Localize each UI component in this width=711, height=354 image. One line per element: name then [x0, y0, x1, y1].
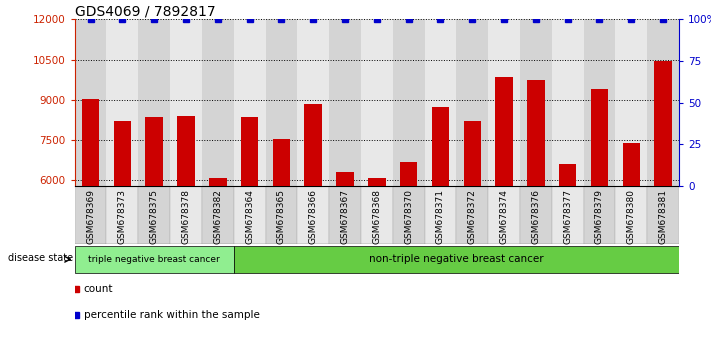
Text: percentile rank within the sample: percentile rank within the sample	[84, 310, 260, 320]
Bar	[297, 19, 329, 186]
Bar	[368, 178, 385, 342]
Bar	[488, 186, 520, 244]
Bar	[329, 186, 361, 244]
Bar	[138, 19, 170, 186]
Bar	[336, 172, 354, 342]
Text: GSM678373: GSM678373	[118, 189, 127, 244]
Bar	[202, 186, 234, 244]
Bar	[527, 80, 545, 342]
Text: GSM678364: GSM678364	[245, 189, 254, 244]
Text: GSM678375: GSM678375	[150, 189, 159, 244]
Text: GSM678379: GSM678379	[595, 189, 604, 244]
Bar	[82, 99, 100, 342]
Text: GSM678367: GSM678367	[341, 189, 350, 244]
Text: GSM678370: GSM678370	[404, 189, 413, 244]
Bar	[432, 107, 449, 342]
Bar	[392, 186, 424, 244]
Text: non-triple negative breast cancer: non-triple negative breast cancer	[369, 254, 544, 264]
Bar	[623, 143, 640, 342]
Bar	[304, 104, 322, 342]
Bar	[616, 186, 647, 244]
Text: GSM678380: GSM678380	[627, 189, 636, 244]
Text: GSM678371: GSM678371	[436, 189, 445, 244]
Bar	[234, 246, 679, 273]
Bar	[464, 121, 481, 342]
Bar	[265, 19, 297, 186]
Bar	[75, 19, 107, 186]
Text: triple negative breast cancer: triple negative breast cancer	[88, 255, 220, 264]
Bar	[591, 89, 608, 342]
Text: GSM678372: GSM678372	[468, 189, 477, 244]
Bar	[170, 19, 202, 186]
Text: GSM678365: GSM678365	[277, 189, 286, 244]
Bar	[584, 19, 616, 186]
Bar	[400, 162, 417, 342]
Bar	[234, 186, 265, 244]
Bar	[75, 246, 234, 273]
Text: GSM678381: GSM678381	[658, 189, 668, 244]
Bar	[361, 19, 392, 186]
Text: count: count	[84, 284, 113, 295]
Bar	[234, 19, 265, 186]
Text: GSM678377: GSM678377	[563, 189, 572, 244]
Bar	[177, 116, 195, 342]
Bar	[272, 139, 290, 342]
Text: GSM678369: GSM678369	[86, 189, 95, 244]
Bar	[584, 186, 616, 244]
Bar	[138, 186, 170, 244]
Bar	[488, 19, 520, 186]
Bar	[146, 118, 163, 342]
Bar	[209, 178, 227, 342]
Bar	[424, 186, 456, 244]
Text: GDS4069 / 7892817: GDS4069 / 7892817	[75, 4, 215, 18]
Bar	[647, 186, 679, 244]
Bar	[552, 19, 584, 186]
Bar	[520, 19, 552, 186]
Bar	[559, 164, 577, 342]
Bar	[170, 186, 202, 244]
Bar	[456, 19, 488, 186]
Bar	[647, 19, 679, 186]
Bar	[265, 186, 297, 244]
Bar	[329, 19, 361, 186]
Bar	[496, 77, 513, 342]
Text: disease state: disease state	[9, 253, 74, 263]
Bar	[616, 19, 647, 186]
Text: GSM678376: GSM678376	[531, 189, 540, 244]
Bar	[424, 19, 456, 186]
Text: GSM678382: GSM678382	[213, 189, 223, 244]
Bar	[520, 186, 552, 244]
Bar	[361, 186, 392, 244]
Bar	[107, 19, 138, 186]
Bar	[107, 186, 138, 244]
Bar	[297, 186, 329, 244]
Bar	[654, 61, 672, 342]
Bar	[114, 121, 131, 342]
Bar	[552, 186, 584, 244]
Bar	[392, 19, 424, 186]
Text: GSM678366: GSM678366	[309, 189, 318, 244]
Text: GSM678374: GSM678374	[500, 189, 508, 244]
Bar	[202, 19, 234, 186]
Bar	[241, 118, 258, 342]
Bar	[75, 186, 107, 244]
Text: GSM678378: GSM678378	[181, 189, 191, 244]
Bar	[456, 186, 488, 244]
Text: GSM678368: GSM678368	[373, 189, 381, 244]
